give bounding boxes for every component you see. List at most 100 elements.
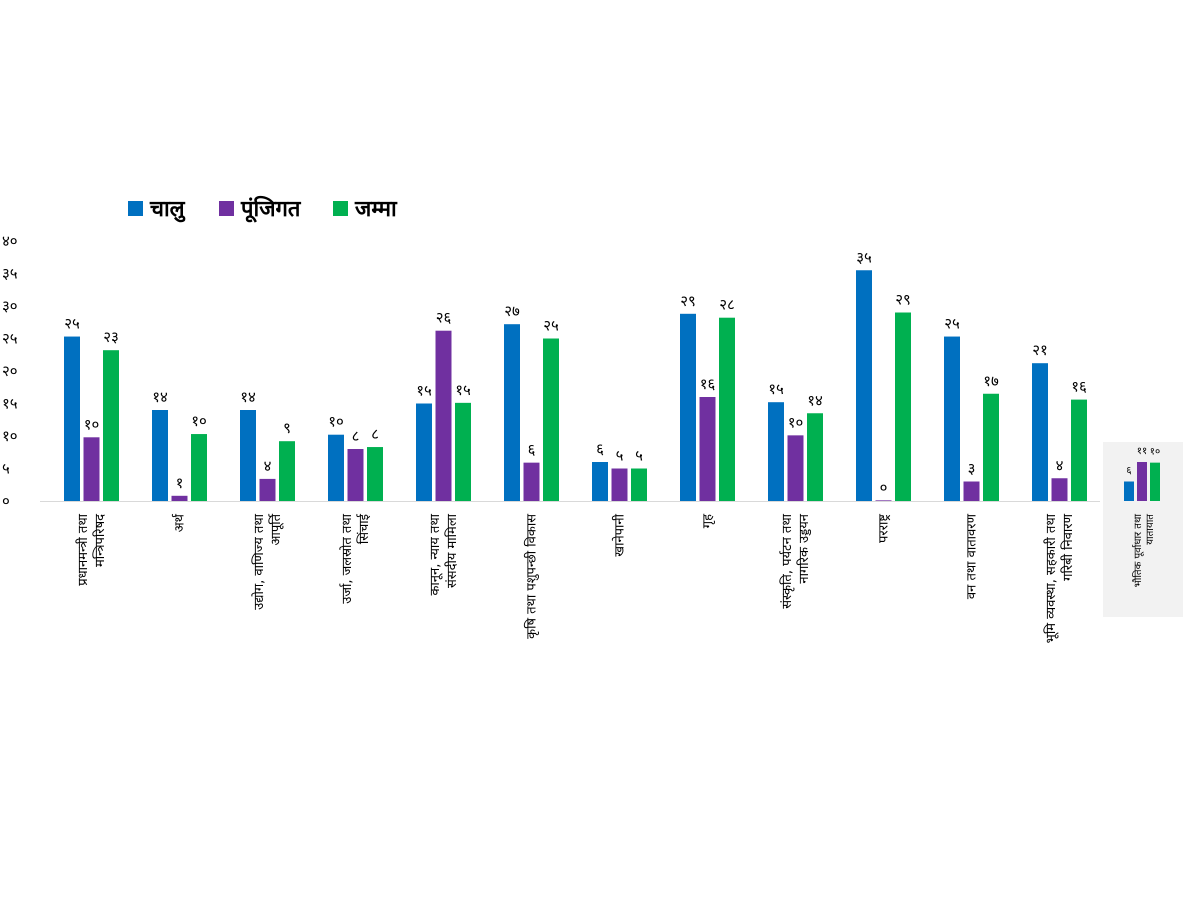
category-label: उद्योग, वाणिज्य तथा	[251, 513, 267, 609]
category-label: मन्त्रिपरिषद	[92, 513, 108, 567]
data-label: १०	[788, 413, 804, 431]
legend-swatch-1	[128, 201, 143, 216]
bar	[944, 336, 960, 501]
data-label: १०	[328, 413, 344, 431]
bar	[347, 449, 364, 501]
data-label: ३५	[856, 248, 872, 266]
y-tick-label: २५	[2, 330, 18, 348]
data-label: २८	[719, 296, 735, 314]
data-label: १५	[768, 380, 784, 398]
data-label: ०	[880, 478, 888, 496]
category-label: यातायात	[1145, 514, 1156, 545]
data-label: २५	[64, 315, 80, 333]
legend: चालु पूंजिगत जम्मा	[128, 195, 398, 223]
bar	[435, 330, 452, 501]
category-label: परराष्ट्र	[877, 514, 892, 543]
category-label-group: परराष्ट्र	[877, 514, 892, 543]
data-label: १५	[455, 381, 471, 399]
bar	[152, 410, 168, 501]
data-label: १०	[1150, 447, 1160, 458]
x-axis: प्रधानमन्त्री तथा मन्त्रिपरिषद अर्थ उद्योग,…	[40, 501, 1156, 643]
data-label: १०	[191, 412, 207, 430]
y-tick-label: ५	[2, 460, 10, 478]
data-label: १६	[700, 375, 716, 393]
y-tick-label: १५	[2, 395, 18, 413]
bar	[1137, 462, 1147, 501]
data-label: २९	[895, 291, 911, 309]
legend-swatch-2	[219, 201, 234, 216]
bar	[768, 402, 784, 501]
category-label-group: भौतिक पूर्वाधार तथा यातायात	[1132, 514, 1156, 588]
category-label: सिंचाई	[356, 513, 372, 544]
bar	[1124, 481, 1134, 501]
y-tick-label: ४०	[2, 232, 18, 250]
category-label: खानेपानी	[612, 513, 628, 556]
bar	[455, 402, 471, 501]
category-label: वन तथा वातावरण	[965, 513, 980, 599]
data-label: ९	[283, 419, 291, 437]
category-label-group: गृह	[701, 513, 716, 528]
bar	[611, 468, 628, 501]
data-label: ४	[1056, 456, 1064, 474]
bar	[1150, 462, 1160, 501]
category-label: संसदीय मामिला	[444, 513, 460, 588]
category-label: भूमि व्यवस्था, सहकारी तथा	[1043, 513, 1059, 643]
data-label: २५	[944, 315, 960, 333]
data-label: १६	[1071, 378, 1087, 396]
data-label: ८	[352, 427, 360, 445]
data-label: ४	[264, 457, 272, 475]
data-label: २५	[543, 317, 559, 335]
bar	[1071, 399, 1087, 501]
bar	[1051, 478, 1068, 501]
bar	[64, 336, 80, 501]
category-label: कृषि तथा पशुपन्छी विकास	[524, 514, 540, 639]
data-label: ६	[1126, 466, 1131, 477]
data-label: १७	[983, 372, 999, 390]
data-label: ११	[1137, 446, 1147, 457]
category-label: आपूर्ति	[268, 513, 284, 546]
data-label: २३	[103, 328, 119, 346]
category-label: नागरिक उड्डयन	[796, 513, 812, 583]
legend-label-3: जम्मा	[354, 197, 398, 222]
bar	[680, 313, 696, 501]
data-label: ५	[635, 447, 643, 465]
bar	[171, 495, 188, 501]
data-label: ६	[528, 441, 536, 459]
category-label: उर्जा, जलस्रोत तथा	[339, 513, 355, 603]
category-label-group: वन तथा वातावरण	[965, 513, 980, 599]
y-tick-label: २०	[2, 362, 18, 380]
y-tick-label: ०	[2, 492, 10, 510]
data-label: २९	[680, 292, 696, 310]
data-label: ५	[616, 447, 624, 465]
bar	[83, 437, 100, 501]
bar	[1032, 363, 1048, 501]
legend-label-1: चालु	[149, 197, 186, 223]
category-label-group: भूमि व्यवस्था, सहकारी तथा गरिबी निवारण	[1043, 513, 1076, 643]
data-label: २१	[1032, 341, 1048, 359]
data-label: १०	[84, 415, 100, 433]
bar	[807, 413, 823, 501]
bar	[983, 393, 999, 501]
bar	[631, 468, 647, 501]
category-label-group: संस्कृति, पर्यटन तथा नागरिक उड्डयन	[779, 513, 812, 609]
bar	[787, 435, 804, 501]
category-label-group: प्रधानमन्त्री तथा मन्त्रिपरिषद	[75, 513, 108, 586]
bar	[856, 270, 872, 501]
data-label: १४	[240, 388, 256, 406]
category-label-group: उद्योग, वाणिज्य तथा आपूर्ति	[251, 513, 284, 610]
category-label-group: उर्जा, जलस्रोत तथा सिंचाई	[339, 513, 372, 604]
data-label: १४	[807, 391, 823, 409]
bar	[895, 312, 911, 501]
bar	[279, 441, 295, 501]
category-label-group: कृषि तथा पशुपन्छी विकास	[524, 514, 540, 639]
bar	[103, 350, 119, 501]
category-label: गरिबी निवारण	[1060, 513, 1076, 580]
y-axis: ० ५ १० १५ २० २५ ३० ३५ ४०	[2, 232, 18, 510]
legend-label-2: पूंजिगत	[240, 195, 302, 223]
bar	[416, 403, 432, 501]
data-label: २७	[504, 302, 520, 320]
category-label: प्रधानमन्त्री तथा	[75, 513, 91, 585]
category-label: कानून, न्याय तथा	[428, 513, 443, 595]
bar	[367, 447, 383, 501]
bar	[963, 481, 980, 501]
